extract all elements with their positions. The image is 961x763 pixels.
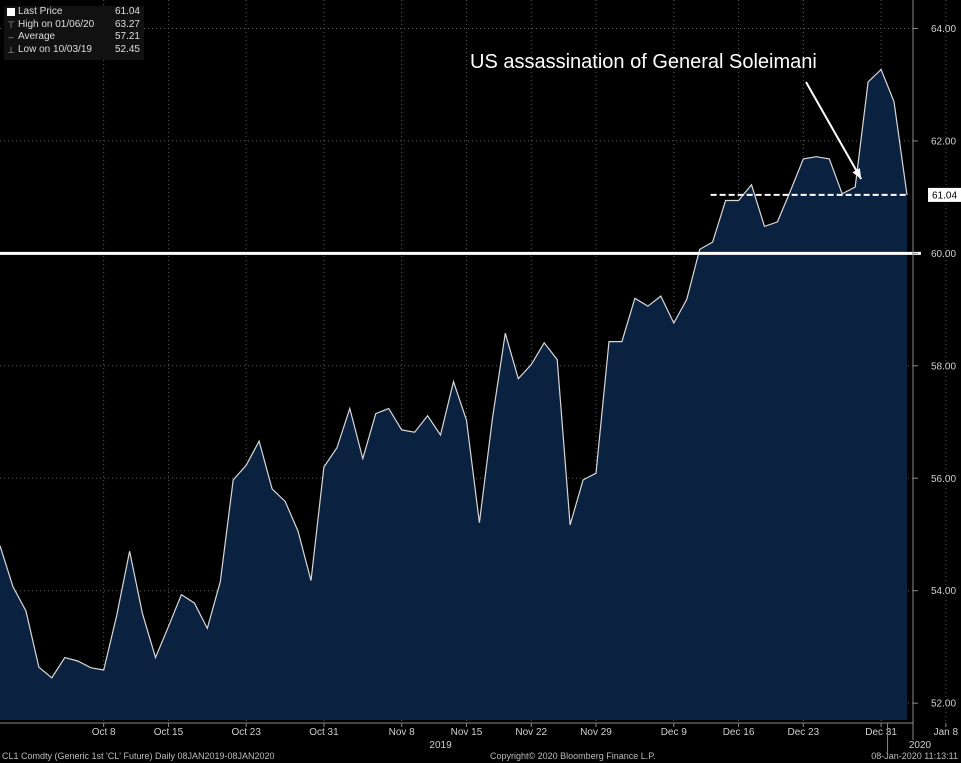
legend-label: Average: [18, 31, 56, 42]
x-tick-label: Dec 9: [661, 727, 688, 738]
legend-row-last-price: Last Price 61.04: [4, 6, 144, 19]
legend-row-average: – Average 57.21: [4, 31, 144, 44]
year-label: 2019: [429, 740, 452, 751]
reference-lines: 61.04: [0, 187, 961, 255]
legend-value: 61.04: [114, 6, 140, 17]
year-label: 2020: [909, 740, 932, 751]
annotation: US assassination of General Soleimani: [470, 51, 863, 180]
annotation-text: US assassination of General Soleimani: [470, 51, 817, 73]
price-line: [0, 68, 908, 679]
x-tick-label: Jan 8: [934, 727, 959, 738]
legend-label: High on 01/06/20: [18, 18, 95, 30]
x-tick-label: Nov 22: [515, 727, 547, 738]
legend-value: 63.27: [114, 18, 140, 30]
x-axis: Oct 8 Oct 15 Oct 23 Oct 31 Nov 8 Nov 15 Nov 22…: [0, 722, 959, 752]
footer-copyright: Copyright© 2020 Bloomberg Finance L.P.: [490, 751, 656, 761]
y-tick-label: 62.00: [931, 136, 956, 147]
x-tick-label: Dec 16: [723, 727, 755, 738]
y-tick-label: 52.00: [931, 699, 956, 710]
x-tick-label: Nov 15: [451, 727, 483, 738]
footer-ticker-info: CL1 Comdty (Generic 1st 'CL' Future) Dai…: [2, 751, 275, 761]
legend-row-high: ⊤ High on 01/06/20 63.27: [4, 19, 144, 32]
x-tick-label: Oct 31: [309, 727, 339, 738]
high-marker-icon: ⊤: [7, 19, 15, 30]
legend-row-low: ⊥ Low on 10/03/19 52.45: [4, 44, 144, 57]
y-tick-label: 56.00: [931, 474, 956, 485]
white-square-icon: [4, 6, 18, 19]
y-axis: 52.00 54.00 56.00 58.00 60.00 62.00 64.00: [912, 0, 956, 740]
annotation-arrowhead: [852, 168, 862, 180]
price-area-fill: [0, 69, 907, 720]
y-tick-label: 64.00: [931, 24, 956, 35]
footer-timestamp: 08-Jan-2020 11:13:11: [871, 751, 958, 761]
x-tick-label: Nov 8: [389, 727, 416, 738]
last-price-tag-label: 61.04: [932, 190, 957, 201]
y-tick-label: 54.00: [931, 586, 956, 597]
x-tick-label: Oct 23: [231, 727, 261, 738]
last-price-tag: [928, 187, 961, 202]
x-tick-label: Oct 8: [92, 727, 116, 738]
x-tick-label: Nov 29: [580, 727, 612, 738]
x-tick-label: Dec 23: [787, 727, 819, 738]
legend-box: Last Price 61.04 ⊤ High on 01/06/20 63.2…: [4, 6, 144, 60]
low-marker-icon: ⊥: [7, 44, 15, 55]
x-tick-label: Dec 31: [865, 727, 897, 738]
y-tick-label: 60.00: [931, 249, 956, 260]
legend-value: 52.45: [114, 43, 140, 55]
annotation-arrow: [805, 81, 863, 180]
legend-label: Last Price: [18, 6, 63, 17]
legend-label: Low on 10/03/19: [18, 43, 92, 55]
legend-value: 57.21: [114, 31, 140, 42]
x-tick-label: Oct 15: [154, 727, 184, 738]
average-marker-icon: –: [8, 32, 14, 42]
y-tick-label: 58.00: [931, 361, 956, 372]
